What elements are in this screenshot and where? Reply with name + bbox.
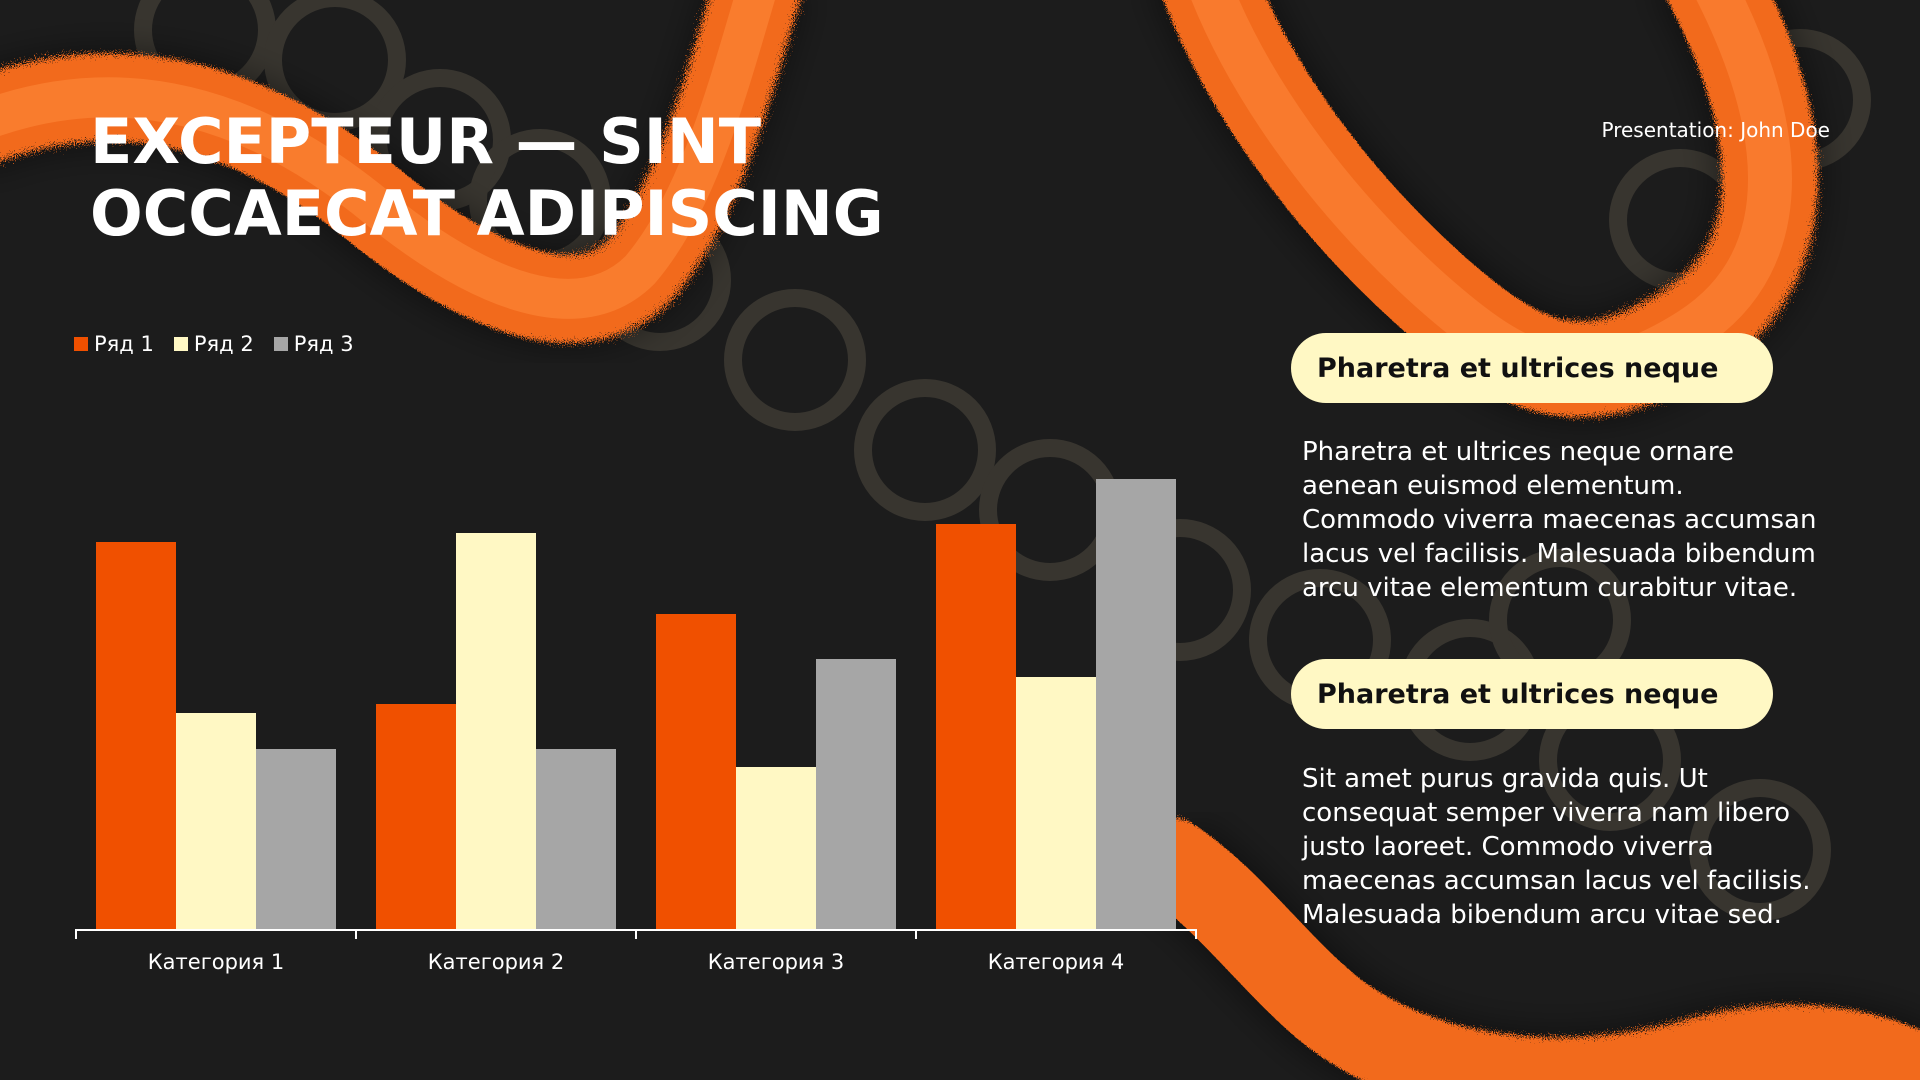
legend-item-series-1: Ряд 1 xyxy=(74,332,154,356)
legend-label-series-3: Ряд 3 xyxy=(293,332,354,356)
presenter-label: Presentation: John Doe xyxy=(1601,118,1831,142)
slide-title: EXCEPTEUR — SINT OCCAECAT ADIPISCING xyxy=(90,105,884,250)
legend-item-series-3: Ряд 3 xyxy=(273,332,354,356)
bar-series-2-category-3 xyxy=(736,767,816,929)
legend-label-series-1: Ряд 1 xyxy=(94,332,154,356)
x-tick-label-4: Категория 4 xyxy=(988,950,1124,974)
card-body-1: Pharetra et ultrices neque ornare aenean… xyxy=(1302,437,1817,603)
bar-series-3-category-4 xyxy=(1096,479,1176,929)
bar-series-1-category-4 xyxy=(936,524,1016,929)
bar-series-1-category-2 xyxy=(376,704,456,929)
x-tick-label-2: Категория 2 xyxy=(428,950,564,974)
bar-series-3-category-2 xyxy=(536,749,616,929)
legend-swatch-series-2 xyxy=(173,337,188,351)
chart-legend: Ряд 1 Ряд 2 Ряд 3 xyxy=(74,332,354,356)
bar-series-3-category-1 xyxy=(256,749,336,929)
bar-series-1-category-3 xyxy=(656,614,736,929)
bar-series-2-category-4 xyxy=(1016,677,1096,929)
x-tick-label-3: Категория 3 xyxy=(708,950,844,974)
bar-series-2-category-2 xyxy=(456,533,536,929)
bar-series-3-category-3 xyxy=(816,659,896,929)
legend-label-series-2: Ряд 2 xyxy=(193,332,254,356)
bar-series-1-category-1 xyxy=(96,542,176,929)
x-tick-label-1: Категория 1 xyxy=(148,950,284,974)
bar-series-2-category-1 xyxy=(176,713,256,929)
legend-swatch-series-3 xyxy=(273,337,288,351)
legend-item-series-2: Ряд 2 xyxy=(173,332,254,356)
card-heading-1: Pharetra et ultrices neque xyxy=(1291,333,1773,403)
card-heading-2: Pharetra et ultrices neque xyxy=(1291,659,1773,729)
card-body-2: Sit amet purus gravida quis. Ut consequa… xyxy=(1302,764,1811,930)
legend-swatch-series-1 xyxy=(74,337,88,351)
